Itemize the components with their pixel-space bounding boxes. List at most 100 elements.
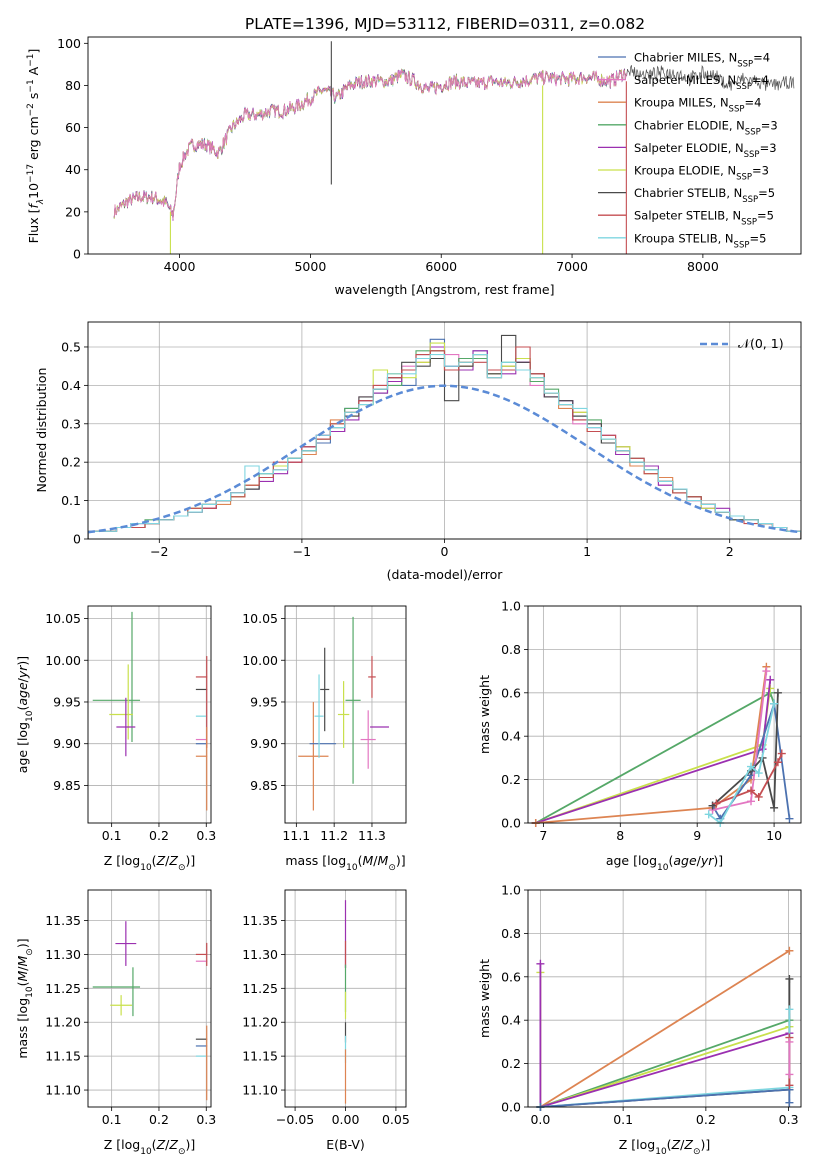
weight-marker (785, 1070, 794, 1079)
y-tick-label: 20 (65, 204, 81, 219)
mass-weight-vs-metallicity-panel: 0.0 0.1 0.2 0.3 0.0 0.2 0.4 0.6 0.8 1.0 Z [log10(Z… (477, 883, 802, 1157)
x-tick-label: 11.3 (358, 828, 386, 843)
weight-marker (770, 803, 779, 812)
y-tick-label: 9.90 (53, 736, 81, 751)
y-tick-label: 0.6 (501, 685, 521, 700)
y-tick-label: 40 (65, 162, 81, 177)
weight-marker (754, 792, 763, 801)
x-tick-label: 0.00 (332, 1112, 360, 1127)
y-tick-label: 0.0 (501, 816, 521, 831)
y-tick-label: 11.10 (242, 1083, 278, 1098)
weight-marker (536, 959, 545, 968)
weight-marker (762, 667, 771, 676)
plot-frame (284, 889, 407, 1108)
weight-marker (747, 797, 756, 806)
plot-frame (284, 605, 407, 824)
mass-weight-vs-metallicity-y-axis-label: mass weight (477, 959, 492, 1038)
weight-line-chabrier-miles (540, 1088, 791, 1107)
y-tick-label: 0.2 (501, 1056, 521, 1071)
x-tick-label: 0.05 (382, 1112, 410, 1127)
y-tick-label: 10.05 (45, 611, 81, 626)
spectrum-line-salpeter-stelib (113, 68, 627, 218)
weight-line-kroupa-miles (539, 950, 790, 1107)
y-tick-label: 10.00 (242, 653, 278, 668)
weight-marker (785, 1037, 794, 1046)
weight-line-chabrier-elodie (540, 1019, 790, 1107)
x-tick-label: 0.3 (196, 828, 216, 843)
spectrum-panel: 4000 5000 6000 7000 8000 0 20 40 60 80 100 waveleng… (26, 36, 802, 297)
y-tick-label: 0.0 (501, 1100, 521, 1115)
y-tick-label: 9.90 (250, 736, 278, 751)
weight-marker (785, 1081, 794, 1090)
spectrum-line-salpeter-miles (113, 69, 628, 220)
y-tick-label: 80 (65, 78, 81, 93)
x-tick-label: 0.1 (102, 828, 122, 843)
legend-entry: Salpeter MILES, NSSP=4 (634, 73, 769, 92)
y-tick-label: 11.15 (45, 1049, 81, 1064)
mass-vs-ebv-x-axis-label: E(B-V) (326, 1137, 365, 1152)
y-tick-label: 11.25 (242, 981, 278, 996)
y-tick-label: 0.3 (61, 416, 81, 431)
x-tick-label: 7000 (556, 259, 588, 274)
legend-entry: Chabrier STELIB, NSSP=5 (634, 186, 775, 205)
mass-weight-vs-age-x-axis-label: age [log10(age/yr)] (606, 853, 723, 873)
weight-marker (747, 786, 756, 795)
weight-marker (777, 749, 786, 758)
y-tick-label: 0.8 (501, 642, 521, 657)
y-tick-label: 11.20 (45, 1015, 81, 1030)
y-tick-label: 11.35 (242, 913, 278, 928)
weight-marker (785, 814, 794, 823)
spectrum-line-kroupa-elodie (113, 68, 628, 219)
x-tick-label: 0.1 (102, 1112, 122, 1127)
age-vs-metallicity-x-axis-label: Z [log10(Z/Z⊙)] (104, 853, 196, 873)
weight-marker (712, 799, 721, 808)
weight-marker (766, 675, 775, 684)
y-tick-label: 0.2 (61, 455, 81, 470)
y-tick-label: 10.05 (242, 611, 278, 626)
x-tick-label: 0.3 (779, 1112, 799, 1127)
x-tick-label: 0.1 (613, 1112, 633, 1127)
x-tick-label: 5000 (294, 259, 326, 274)
y-tick-label: 0 (73, 247, 81, 262)
x-tick-label: 0.2 (696, 1112, 716, 1127)
y-tick-label: 0.4 (61, 378, 81, 393)
x-tick-label: 4000 (164, 259, 196, 274)
weight-marker (773, 758, 782, 767)
spectrum-y-axis-label: Flux [fλ10−17 erg cm−2 s−1 A−1] (26, 49, 46, 244)
weight-line-kroupa-elodie (539, 972, 790, 1107)
y-tick-label: 11.25 (45, 981, 81, 996)
x-tick-label: 11.1 (282, 828, 310, 843)
spectrum-line-chabrier-elodie (113, 68, 628, 220)
y-tick-label: 11.35 (45, 913, 81, 928)
weight-marker (785, 1098, 794, 1107)
y-tick-label: 9.85 (53, 778, 81, 793)
weight-line-chabrier-stelib (540, 979, 791, 1107)
spectrum-line-chabrier-miles (113, 68, 628, 219)
x-tick-label: 2 (726, 544, 734, 559)
mass-vs-metallicity-panel: 0.1 0.2 0.3 11.10 11.15 11.20 11.25 11.30 11.35 Z… (15, 889, 216, 1157)
legend-entry: Salpeter ELODIE, NSSP=3 (634, 141, 777, 160)
y-tick-label: 11.10 (45, 1083, 81, 1098)
legend-entry: Kroupa MILES, NSSP=4 (634, 96, 761, 115)
histogram-step-kroupa-stelib (88, 354, 801, 539)
mass-weight-vs-age-y-axis-label: mass weight (477, 675, 492, 754)
weight-marker (770, 699, 779, 708)
figure-title: PLATE=1396, MJD=53112, FIBERID=0311, z=0… (245, 15, 645, 33)
mass-vs-metallicity-y-axis-label: mass [log10(M/M⊙)] (15, 938, 35, 1058)
spectrum-line-kroupa-miles (113, 69, 627, 221)
x-tick-label: −0.05 (276, 1112, 314, 1127)
age-vs-metallicity-y-axis-label: age [log10(age/yr)] (15, 656, 35, 773)
x-tick-label: 10 (766, 828, 782, 843)
y-tick-label: 100 (57, 36, 81, 51)
y-tick-label: 0.4 (501, 1013, 521, 1028)
spectrum-line-salpeter-elodie (113, 68, 628, 221)
y-tick-label: 0.1 (61, 493, 81, 508)
plot-frame (87, 321, 802, 540)
y-tick-label: 9.95 (53, 694, 81, 709)
legend-entry: Chabrier MILES, NSSP=4 (634, 51, 770, 70)
y-tick-label: 11.20 (242, 1015, 278, 1030)
x-tick-label: 0.2 (149, 1112, 169, 1127)
y-tick-label: 60 (65, 120, 81, 135)
y-tick-label: 11.30 (242, 947, 278, 962)
plot-frame (87, 889, 212, 1108)
